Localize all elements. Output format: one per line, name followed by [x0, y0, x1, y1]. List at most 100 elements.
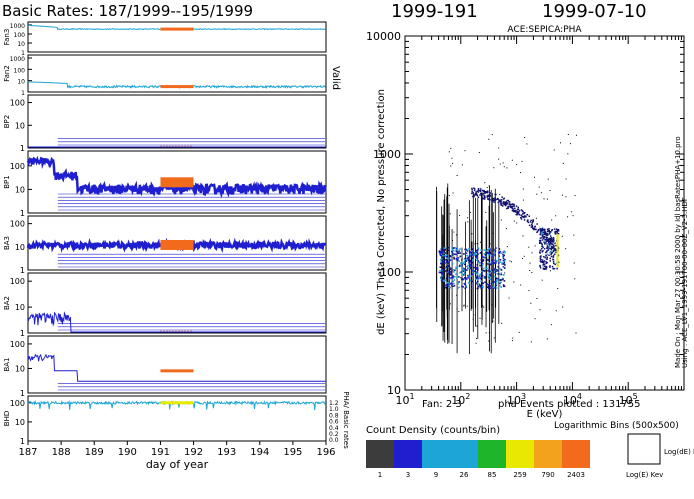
- density-point: [474, 253, 477, 255]
- density-point: [458, 276, 461, 278]
- track-point: [507, 205, 509, 208]
- side-note-line: Using : ACE_LV1_1999-191T00-00-00Z_V2-3.…: [681, 197, 689, 368]
- density-point: [458, 265, 461, 268]
- track-point: [481, 197, 484, 200]
- density-point: [445, 260, 448, 263]
- density-point: [474, 266, 477, 269]
- clump-point: [549, 257, 551, 260]
- track-point: [513, 205, 515, 207]
- rates-title: Basic Rates: 187/1999--195/1999: [2, 2, 253, 20]
- density-point: [495, 282, 498, 284]
- density-point: [500, 269, 503, 271]
- clump-point: [556, 267, 558, 270]
- density-point: [472, 251, 474, 253]
- right-axis-tick-label: 0.4: [329, 425, 339, 432]
- density-point: [471, 261, 474, 264]
- sparse-point: [553, 149, 555, 151]
- sparse-point: [472, 318, 474, 320]
- density-point: [471, 280, 474, 283]
- density-point: [483, 256, 485, 259]
- track-point: [471, 187, 473, 190]
- clump-point: [547, 246, 549, 249]
- sparse-point: [521, 160, 523, 162]
- sparse-point: [471, 233, 473, 235]
- track-point: [479, 194, 481, 196]
- density-point: [453, 256, 455, 259]
- sparse-point: [562, 306, 564, 308]
- density-point: [470, 275, 473, 277]
- density-point: [455, 250, 458, 253]
- density-point: [444, 279, 446, 281]
- clump-point: [539, 249, 542, 252]
- density-point: [453, 247, 455, 249]
- density-point: [484, 265, 487, 268]
- track-point: [512, 209, 514, 212]
- density-point: [485, 252, 488, 254]
- clump-point: [548, 246, 550, 248]
- density-point: [465, 285, 468, 287]
- events-label: pha Events plotted : 131755: [498, 399, 641, 410]
- sparse-point: [492, 320, 494, 322]
- clump-point: [541, 259, 544, 261]
- y-tick-label: 100: [14, 67, 26, 74]
- track-point: [511, 206, 513, 208]
- density-point: [494, 271, 497, 274]
- density-point: [450, 271, 452, 273]
- density-point: [503, 280, 506, 282]
- track-point: [530, 226, 533, 228]
- density-point: [453, 279, 456, 281]
- right-axis-tick-label: 0.0: [329, 437, 339, 444]
- track-point: [473, 188, 476, 190]
- track-point: [502, 198, 505, 200]
- density-point: [481, 275, 484, 277]
- sparse-point: [476, 325, 478, 327]
- y-tick-label: 10: [15, 418, 25, 427]
- sparse-point: [458, 286, 460, 288]
- clump-point: [554, 233, 557, 235]
- clump-point: [542, 263, 545, 266]
- track-point: [483, 195, 486, 198]
- sparse-point: [450, 165, 452, 167]
- track-point: [539, 233, 542, 236]
- clump-point: [538, 251, 541, 253]
- density-point: [490, 263, 493, 266]
- density-point: [448, 259, 451, 262]
- track-point: [471, 192, 473, 195]
- track-point: [484, 192, 486, 194]
- track-point: [492, 199, 494, 202]
- density-point: [448, 271, 451, 274]
- x-tick-label: 187: [18, 447, 37, 458]
- density-point: [491, 260, 493, 262]
- clump-point: [540, 255, 542, 257]
- density-point: [477, 248, 479, 251]
- density-point: [499, 279, 502, 281]
- density-point: [444, 262, 446, 265]
- density-point: [499, 261, 502, 263]
- density-point: [497, 262, 500, 265]
- density-point: [475, 282, 477, 285]
- track-point: [531, 222, 534, 224]
- track-point: [554, 249, 557, 252]
- density-point: [462, 270, 465, 273]
- clump-point: [543, 235, 545, 238]
- density-point: [484, 275, 486, 278]
- track-point: [545, 237, 548, 240]
- sparse-point: [546, 198, 548, 200]
- sparse-point: [536, 193, 538, 195]
- density-point: [444, 249, 447, 251]
- clump-point: [552, 238, 555, 241]
- panel-label: BA1: [3, 357, 11, 371]
- density-point: [494, 267, 496, 270]
- clump-point: [549, 266, 551, 268]
- density-point: [445, 284, 448, 287]
- track-point: [485, 191, 487, 193]
- density-point: [463, 268, 466, 270]
- density-point: [487, 263, 489, 265]
- sparse-point: [453, 231, 455, 233]
- y-tick-label: 1: [20, 437, 25, 446]
- clump-point: [546, 228, 549, 231]
- sparse-point: [466, 266, 468, 268]
- density-point: [488, 278, 491, 280]
- density-point: [463, 269, 466, 272]
- density-point: [488, 247, 490, 250]
